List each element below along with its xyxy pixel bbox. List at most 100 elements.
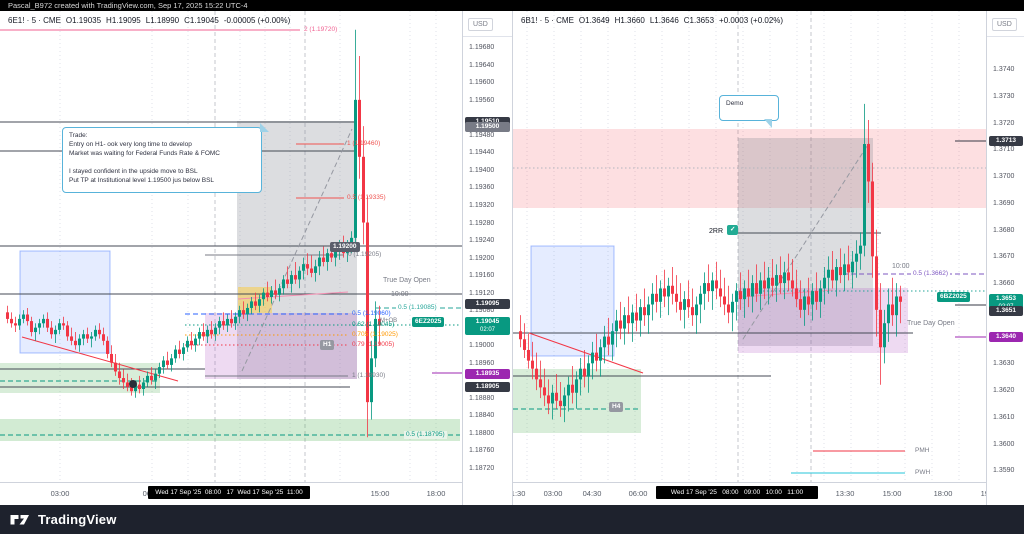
candle-body xyxy=(859,245,862,254)
candle-body xyxy=(895,296,898,316)
trend-line[interactable] xyxy=(237,291,349,300)
price-tick-label: 1.19560 xyxy=(469,96,495,104)
candle-body xyxy=(338,246,341,251)
candle-body xyxy=(751,283,754,297)
session-highlight[interactable]: Wed 17 Sep '25 08:00 09:00 10:00 11:00 xyxy=(656,486,818,499)
entry-dot-marker[interactable] xyxy=(129,380,137,388)
candle-body xyxy=(294,275,297,280)
candle-body xyxy=(358,99,361,157)
candle-body xyxy=(314,266,317,273)
brand-name[interactable]: TradingView xyxy=(38,512,117,527)
price-badge-value: 1.3713 xyxy=(996,137,1016,145)
candle-body xyxy=(206,329,209,337)
british-pound-6b-price-axis[interactable]: USD 1.3740 1.3730 1.3720 1.3710 1.3700 1.3690 1… xyxy=(986,11,1024,505)
candle-body xyxy=(130,386,133,392)
candle-body xyxy=(342,246,345,254)
trend-line[interactable] xyxy=(742,142,870,340)
candle-body xyxy=(635,312,638,321)
price-badge-13640: 1.3640 xyxy=(989,331,1023,342)
candle-body xyxy=(174,349,177,359)
candle-body xyxy=(659,288,662,302)
candle-body xyxy=(555,392,558,401)
candle-body xyxy=(106,340,109,354)
candle-body xyxy=(667,285,670,297)
time-tick-label: 18:00 xyxy=(426,489,446,498)
candle-body xyxy=(891,304,894,316)
candle-body xyxy=(827,269,830,278)
candle-body xyxy=(282,279,285,289)
candle-body xyxy=(18,318,21,326)
price-tick-label: 1.3600 xyxy=(993,440,1015,448)
blue-accumulation-zone[interactable] xyxy=(19,250,111,354)
price-tick-label: 1.3590 xyxy=(993,467,1015,475)
candle-body xyxy=(98,329,101,335)
candle-body xyxy=(278,288,281,295)
candle-body xyxy=(783,272,786,284)
candle-body xyxy=(318,257,321,267)
candle-body xyxy=(615,320,618,332)
candle-body xyxy=(675,293,678,302)
euro-fx-6e-plot-area[interactable] xyxy=(0,11,462,482)
price-badge-value: 1.19500 xyxy=(475,123,500,131)
price-tick-label: 1.19600 xyxy=(469,79,495,87)
axis-currency-label: USD xyxy=(468,18,493,31)
candle-body xyxy=(791,280,794,289)
candle-body xyxy=(350,237,353,245)
price-badge-value: 1.19095 xyxy=(475,299,500,307)
blue-accumulation-zone[interactable] xyxy=(530,245,615,357)
candle-body xyxy=(286,279,289,284)
candle-body xyxy=(154,373,157,381)
candle-body xyxy=(831,269,834,281)
candle-body xyxy=(759,280,762,294)
candle-body xyxy=(755,283,758,294)
candle-body xyxy=(34,327,37,333)
price-tick-label: 1.18840 xyxy=(469,412,495,420)
candle-body xyxy=(162,360,165,368)
tradingview-logo-icon[interactable] xyxy=(10,512,32,527)
price-tick-label: 1.19160 xyxy=(469,272,495,280)
ohlc-close: C1.3653 xyxy=(683,16,715,25)
candle-body xyxy=(30,321,33,333)
candle-body xyxy=(847,264,850,273)
trend-line[interactable] xyxy=(21,336,179,382)
candle-body xyxy=(370,358,373,403)
ohlc-open: O1.19035 xyxy=(65,16,102,25)
candle-body xyxy=(879,309,882,348)
candle-body xyxy=(186,340,189,348)
session-highlight[interactable]: Wed 17 Sep '25 08:00 17 Wed 17 Sep '25 1… xyxy=(148,486,310,499)
candle-body xyxy=(270,290,273,297)
price-tick-label: 1.19360 xyxy=(469,184,495,192)
price-tick-label: 1.19320 xyxy=(469,202,495,209)
price-tick-label: 1.3670 xyxy=(993,253,1015,261)
euro-fx-6e-price-axis[interactable]: USD 1.19680 1.19640 1.19600 1.19560 1.19480 1.… xyxy=(462,11,512,505)
british-pound-6b-plot-area[interactable] xyxy=(513,11,986,482)
candle-body xyxy=(651,293,654,305)
candle-body xyxy=(531,360,534,369)
trend-line[interactable] xyxy=(528,332,644,374)
candle-body xyxy=(22,314,25,319)
candle-body xyxy=(875,256,878,310)
candle-body xyxy=(843,264,846,276)
candle-body xyxy=(10,318,13,324)
candle-body xyxy=(695,304,698,316)
candle-body xyxy=(330,253,333,258)
purple-demand-zone[interactable] xyxy=(738,288,908,353)
candle-body xyxy=(310,268,313,273)
candle-body xyxy=(354,99,357,238)
price-badge-118935: 1.18935 xyxy=(465,368,510,379)
time-tick-label: 15:00 xyxy=(882,489,902,498)
candle-body xyxy=(587,363,590,377)
candle-body xyxy=(523,339,526,350)
trend-line[interactable] xyxy=(241,128,353,372)
candle-body xyxy=(679,301,682,310)
candle-body xyxy=(238,310,241,317)
candle-body xyxy=(767,277,770,289)
green-liquidity-band[interactable] xyxy=(0,419,460,441)
british-pound-6b-time-axis[interactable]: 01:30 03:00 04:30 06:00 13:30 15:00 18:00 19:30… xyxy=(513,482,1024,505)
ohlc-close: C1.19045 xyxy=(184,16,219,25)
candle-body xyxy=(547,395,550,404)
candle-body xyxy=(218,321,221,328)
candle-body xyxy=(326,253,329,262)
candle-body xyxy=(254,301,257,306)
